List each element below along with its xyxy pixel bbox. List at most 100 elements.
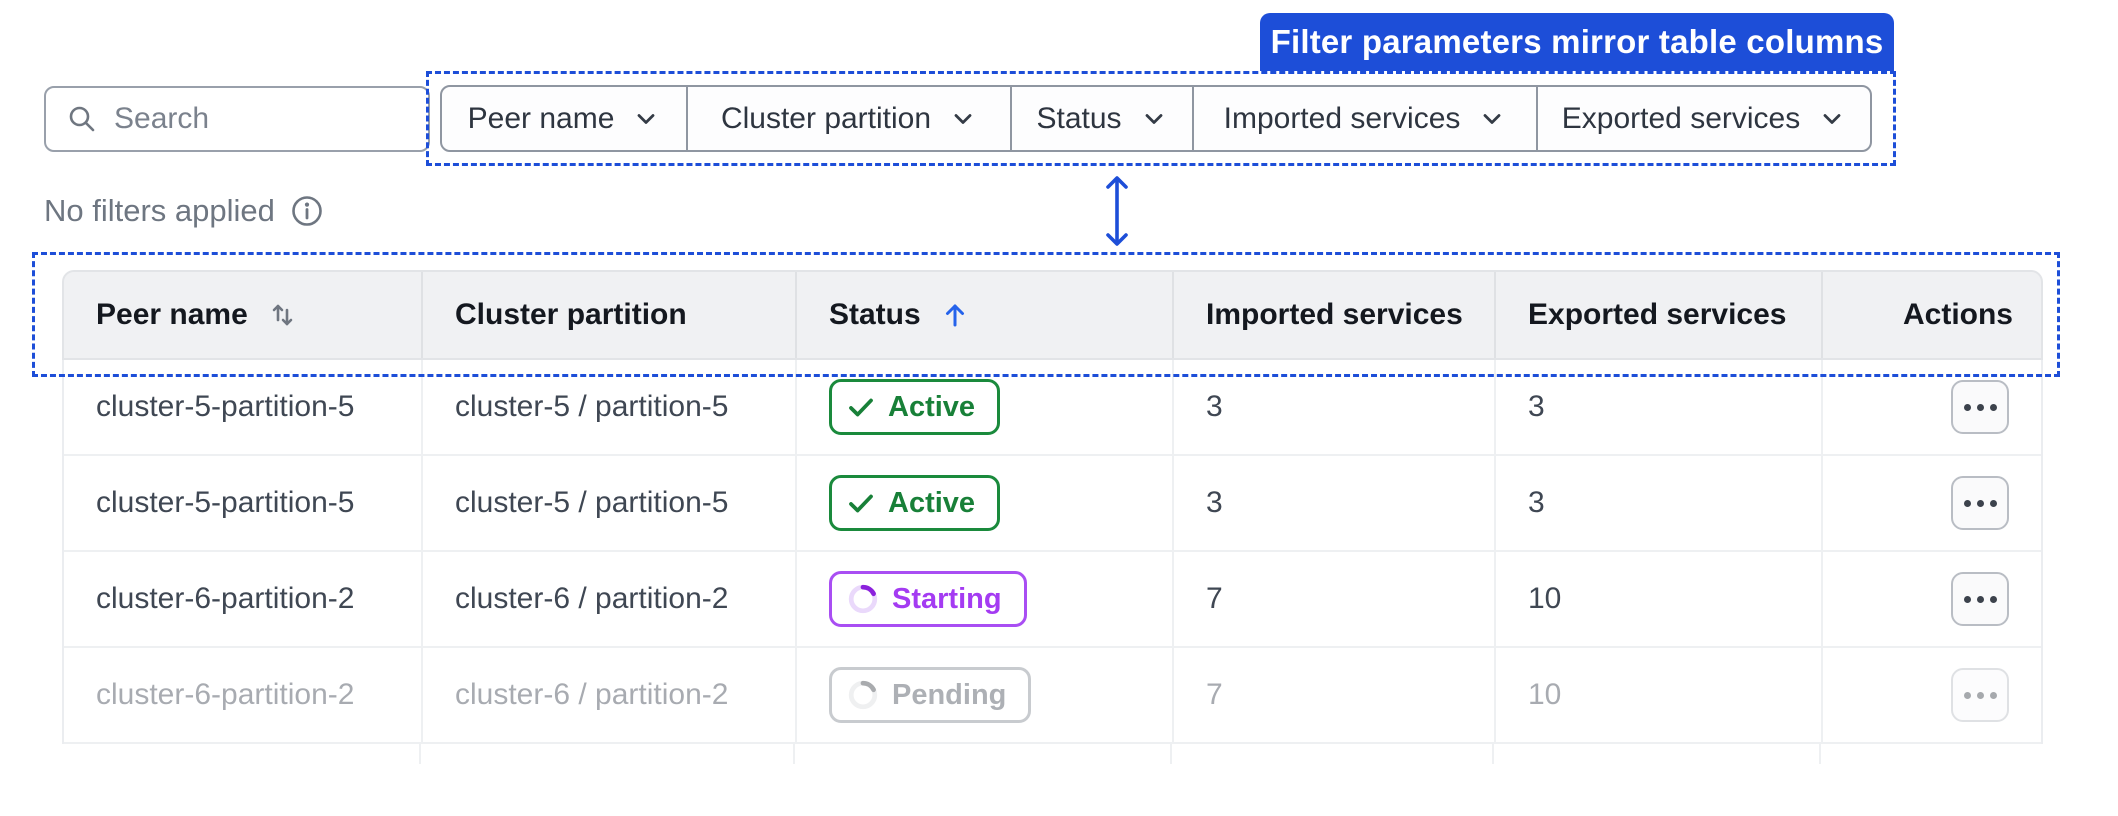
column-header-label: Cluster partition [455,298,687,331]
cell-empty [1170,744,1492,764]
cell-empty [62,744,419,764]
exported-services-value: 10 [1528,678,1562,711]
callout-label: Filter parameters mirror table columns [1270,23,1884,60]
connector-arrow [1097,170,1137,252]
chevron-down-icon [1140,105,1168,133]
column-header-label: Exported services [1528,298,1787,331]
cell-exported-services: 10 [1494,648,1821,742]
imported-services-value: 7 [1206,582,1223,615]
imported-services-value: 7 [1206,678,1223,711]
cell-imported-services: 7 [1172,648,1494,742]
column-header-cluster-partition[interactable]: Cluster partition [421,272,795,358]
peer-name-value: cluster-5-partition-5 [96,390,355,423]
filter-dropdown-label: Cluster partition [720,101,932,135]
search-box[interactable] [44,86,430,152]
cell-actions [1821,456,2043,550]
column-header-label: Status [829,298,921,331]
check-icon [846,488,876,518]
cell-empty [419,744,793,764]
cell-actions [1821,360,2043,454]
peer-name-value: cluster-5-partition-5 [96,486,355,519]
cell-empty [1819,744,2043,764]
cell-status: Active [795,456,1172,550]
chevron-down-icon [1478,105,1506,133]
column-header-actions: Actions [1821,272,2041,358]
cell-exported-services: 10 [1494,552,1821,646]
status-badge-active: Active [829,379,1001,435]
filter-dropdown-label: Exported services [1561,101,1801,135]
imported-services-value: 3 [1206,486,1223,519]
peers-table: Peer name Cluster partition Status [62,270,2043,764]
row-actions-button[interactable] [1951,668,2009,722]
cell-actions [1821,648,2043,742]
cell-exported-services: 3 [1494,456,1821,550]
filter-dropdown-label: Peer name [467,101,615,135]
table-body: cluster-5-partition-5 cluster-5 / partit… [62,360,2043,744]
spinner-icon [846,678,880,712]
cell-peer-name: cluster-6-partition-2 [64,552,421,646]
filter-dropdown-group: Peer name Cluster partition Status [440,85,1872,152]
exported-services-value: 3 [1528,486,1545,519]
cell-status: Pending [795,648,1172,742]
cluster-partition-value: cluster-6 / partition-2 [455,582,729,615]
filters-status-label: No filters applied [44,193,275,228]
cell-imported-services: 7 [1172,552,1494,646]
cell-empty [1492,744,1819,764]
status-badge-starting: Starting [829,571,1027,627]
status-label: Starting [892,582,1002,615]
chevron-down-icon [632,105,660,133]
status-badge-pending: Pending [829,667,1032,723]
cell-peer-name: cluster-5-partition-5 [64,360,421,454]
table-row-partial [62,744,2043,764]
cell-actions [1821,552,2043,646]
callout-banner: Filter parameters mirror table columns [1260,13,1894,71]
row-actions-button[interactable] [1951,476,2009,530]
chevron-down-icon [949,105,977,133]
status-label: Active [888,486,976,519]
imported-services-value: 3 [1206,390,1223,423]
cell-cluster-partition: cluster-6 / partition-2 [421,552,795,646]
exported-services-value: 3 [1528,390,1545,423]
filter-dropdown-peer-name[interactable]: Peer name [440,85,688,152]
sort-both-icon [266,298,300,332]
filter-dropdown-status[interactable]: Status [1010,85,1194,152]
filter-dropdown-cluster-partition[interactable]: Cluster partition [686,85,1012,152]
cluster-partition-value: cluster-5 / partition-5 [455,390,729,423]
peer-name-value: cluster-6-partition-2 [96,582,355,615]
filter-dropdown-exported-services[interactable]: Exported services [1536,85,1872,152]
cell-imported-services: 3 [1172,456,1494,550]
row-actions-button[interactable] [1951,572,2009,626]
table-row: cluster-6-partition-2 cluster-6 / partit… [64,552,2041,648]
row-actions-button[interactable] [1951,380,2009,434]
column-header-label: Actions [1902,298,2013,331]
cell-peer-name: cluster-6-partition-2 [64,648,421,742]
filters-status: No filters applied [44,193,325,229]
chevron-down-icon [1818,105,1846,133]
column-header-label: Imported services [1206,298,1463,331]
column-header-label: Peer name [96,298,248,331]
filter-dropdown-label: Status [1036,101,1122,135]
cluster-partition-value: cluster-6 / partition-2 [455,678,729,711]
cell-status: Active [795,360,1172,454]
sort-ascending-icon [939,299,971,331]
column-header-peer-name[interactable]: Peer name [64,272,421,358]
column-header-exported-services[interactable]: Exported services [1494,272,1821,358]
peer-name-value: cluster-6-partition-2 [96,678,355,711]
cell-status: Starting [795,552,1172,646]
filter-dropdown-label: Imported services [1223,101,1461,135]
exported-services-value: 10 [1528,582,1562,615]
cell-empty [793,744,1170,764]
column-header-imported-services[interactable]: Imported services [1172,272,1494,358]
filter-dropdown-imported-services[interactable]: Imported services [1192,85,1538,152]
status-label: Active [888,390,976,423]
spinner-icon [846,582,880,616]
search-input[interactable] [114,102,414,136]
search-icon [66,103,98,135]
status-badge-active: Active [829,475,1001,531]
table-row: cluster-6-partition-2 cluster-6 / partit… [64,648,2041,744]
cell-cluster-partition: cluster-6 / partition-2 [421,648,795,742]
column-header-status[interactable]: Status [795,272,1172,358]
info-icon[interactable] [289,193,325,229]
table-row: cluster-5-partition-5 cluster-5 / partit… [64,360,2041,456]
